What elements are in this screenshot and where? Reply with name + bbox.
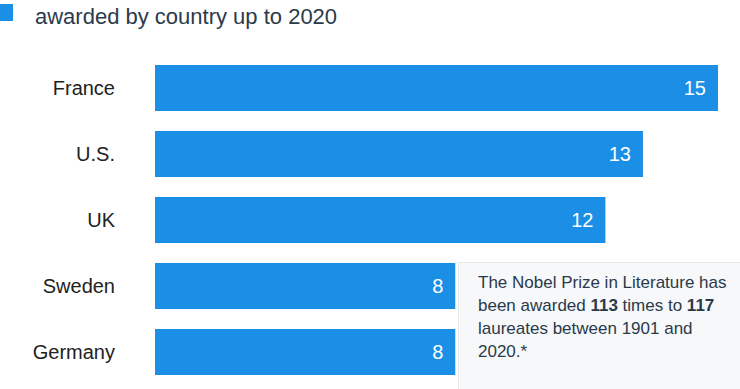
- svg-text:Literature: Literature: [623, 273, 695, 292]
- svg-text:1901: 1901: [622, 319, 660, 338]
- svg-text:and: and: [664, 319, 692, 338]
- svg-text:13: 13: [609, 143, 631, 165]
- svg-text:117: 117: [687, 296, 714, 315]
- svg-text:2020.*: 2020.*: [478, 342, 528, 361]
- svg-text:Nobel: Nobel: [512, 273, 556, 292]
- svg-text:awarded: awarded: [521, 296, 586, 315]
- svg-text:U.S.: U.S.: [76, 143, 115, 165]
- svg-text:UK: UK: [87, 209, 115, 231]
- svg-text:France: France: [53, 77, 115, 99]
- svg-text:Sweden: Sweden: [43, 275, 115, 297]
- svg-text:8: 8: [432, 275, 443, 297]
- svg-text:8: 8: [432, 341, 443, 363]
- svg-text:laureates: laureates: [478, 319, 548, 338]
- svg-text:been: been: [478, 296, 516, 315]
- svg-text:Prize: Prize: [561, 273, 600, 292]
- svg-text:has: has: [699, 273, 726, 292]
- svg-text:awarded by country up to 2020: awarded by country up to 2020: [35, 4, 337, 29]
- svg-text:between: between: [553, 319, 617, 338]
- svg-text:in: in: [605, 273, 618, 292]
- svg-text:to: to: [668, 296, 682, 315]
- svg-text:15: 15: [684, 77, 706, 99]
- svg-text:113: 113: [590, 296, 617, 315]
- svg-text:12: 12: [571, 209, 593, 231]
- svg-text:Germany: Germany: [33, 341, 115, 363]
- svg-text:The: The: [478, 273, 507, 292]
- svg-text:times: times: [623, 296, 664, 315]
